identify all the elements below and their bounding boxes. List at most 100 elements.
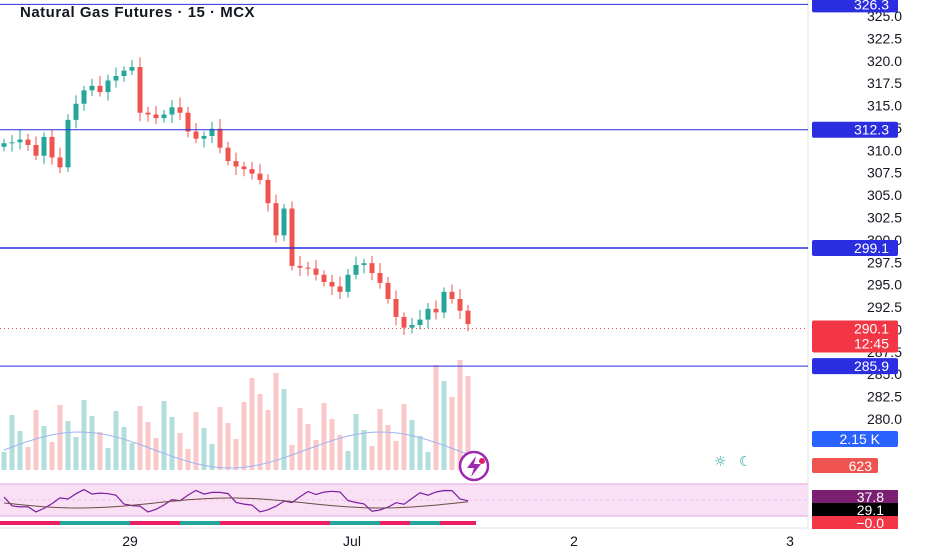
volume-bar xyxy=(369,446,375,470)
rsi-ma-line xyxy=(3,497,469,509)
candle-body xyxy=(25,139,31,145)
flash-logo-icon[interactable] xyxy=(458,450,490,482)
candle-layer xyxy=(1,57,471,335)
candle-body xyxy=(161,114,167,119)
volume-bar xyxy=(433,365,439,470)
volume-bar xyxy=(241,402,247,470)
candle-body xyxy=(73,103,79,120)
volume-bar xyxy=(393,441,399,470)
candle-body xyxy=(121,70,127,77)
volume-bar xyxy=(105,448,111,470)
volume-bar xyxy=(129,443,135,470)
x-tick-label: 2 xyxy=(570,533,578,549)
candle-body xyxy=(393,298,399,317)
candle-body xyxy=(265,179,271,204)
level-badge-label: 326.3 xyxy=(854,0,889,12)
candle-body xyxy=(105,80,111,93)
y-tick-label: 322.5 xyxy=(867,30,902,46)
volume-bar xyxy=(161,401,167,470)
volume-layer xyxy=(1,360,471,470)
candle-body xyxy=(417,319,423,325)
volume-bar xyxy=(425,452,431,470)
volume-bar xyxy=(153,438,159,470)
level-badge xyxy=(812,0,898,13)
volume-bar xyxy=(145,422,151,470)
candle-body xyxy=(377,273,383,283)
volume-bar xyxy=(113,411,119,470)
current-price-badge xyxy=(812,320,898,353)
moon-icon[interactable]: ☾ xyxy=(739,454,752,470)
candle-body xyxy=(169,107,175,115)
y-tick-label: 297.5 xyxy=(867,254,902,270)
candle-body xyxy=(433,308,439,313)
candle-body xyxy=(145,112,151,115)
y-tick-label: 305.0 xyxy=(867,187,902,203)
candle-body xyxy=(361,263,367,265)
volume-bar xyxy=(201,428,207,470)
rsi-line xyxy=(3,488,469,513)
sun-icon[interactable]: ☼ xyxy=(714,454,727,470)
candle-body xyxy=(201,136,207,139)
rsi-signal-strip-segment xyxy=(330,521,380,525)
price-axis-badges: 326.3 312.3 299.1 285.9 290.112:45 2.15 K 623 3… xyxy=(812,0,898,531)
candle-body xyxy=(33,144,39,156)
candle-body xyxy=(209,128,215,137)
volume-bar xyxy=(121,427,127,470)
volume-bar xyxy=(41,426,47,470)
y-tick-label: 280.0 xyxy=(867,411,902,427)
level-badge-label: 312.3 xyxy=(854,122,889,138)
volume-bar xyxy=(25,447,31,470)
candle-body xyxy=(465,310,471,325)
volume-bar xyxy=(313,440,319,470)
candle-body xyxy=(89,85,95,91)
candle-body xyxy=(137,67,143,113)
candle-body xyxy=(425,308,431,320)
candle-body xyxy=(321,274,327,282)
volume-bar xyxy=(169,417,175,470)
session-icons[interactable]: ☼ ☾ xyxy=(714,454,752,470)
volume-badge xyxy=(812,431,898,447)
candle-body xyxy=(153,114,159,119)
volume-bar xyxy=(361,430,367,470)
rsi-signal-strip-segment xyxy=(410,521,440,525)
candle-body xyxy=(193,131,199,139)
candle-body xyxy=(113,76,119,81)
candle-body xyxy=(337,286,343,292)
level-badge xyxy=(812,239,898,256)
volume-moving-average xyxy=(3,431,469,469)
candle-body xyxy=(329,281,335,287)
candle-body xyxy=(289,208,295,266)
x-tick-label: 29 xyxy=(122,533,138,549)
candle-body xyxy=(233,161,239,167)
volume-badge-label: 2.15 K xyxy=(840,431,881,447)
volume-bar xyxy=(409,420,415,470)
volume-bar xyxy=(305,424,311,470)
candle-body xyxy=(449,291,455,299)
y-tick-label: 320.0 xyxy=(867,53,902,69)
volume-bar xyxy=(233,439,239,470)
candle-body xyxy=(313,268,319,275)
current-price-label: 290.1 xyxy=(854,321,889,337)
volume-bar xyxy=(353,414,359,470)
volume-bar xyxy=(449,397,455,470)
candle-body xyxy=(401,316,407,328)
volume-bar xyxy=(209,444,215,470)
volume-bar xyxy=(465,376,471,470)
volume-bar xyxy=(137,406,143,470)
volume-bar xyxy=(329,419,335,470)
secondary-badge-label: 623 xyxy=(849,458,873,474)
rsi-signal-strip-segment xyxy=(180,521,220,525)
candle-body xyxy=(441,291,447,313)
rsi-ma-badge xyxy=(812,503,898,517)
volume-bar xyxy=(273,373,279,470)
candle-body xyxy=(225,147,231,162)
y-tick-label: 310.0 xyxy=(867,142,902,158)
y-tick-label: 302.5 xyxy=(867,210,902,226)
volume-bar xyxy=(257,394,263,470)
volume-bar xyxy=(17,431,23,470)
volume-bar xyxy=(57,405,63,470)
volume-bar xyxy=(457,360,463,470)
y-tick-label: 295.0 xyxy=(867,277,902,293)
candle-body xyxy=(217,128,223,148)
